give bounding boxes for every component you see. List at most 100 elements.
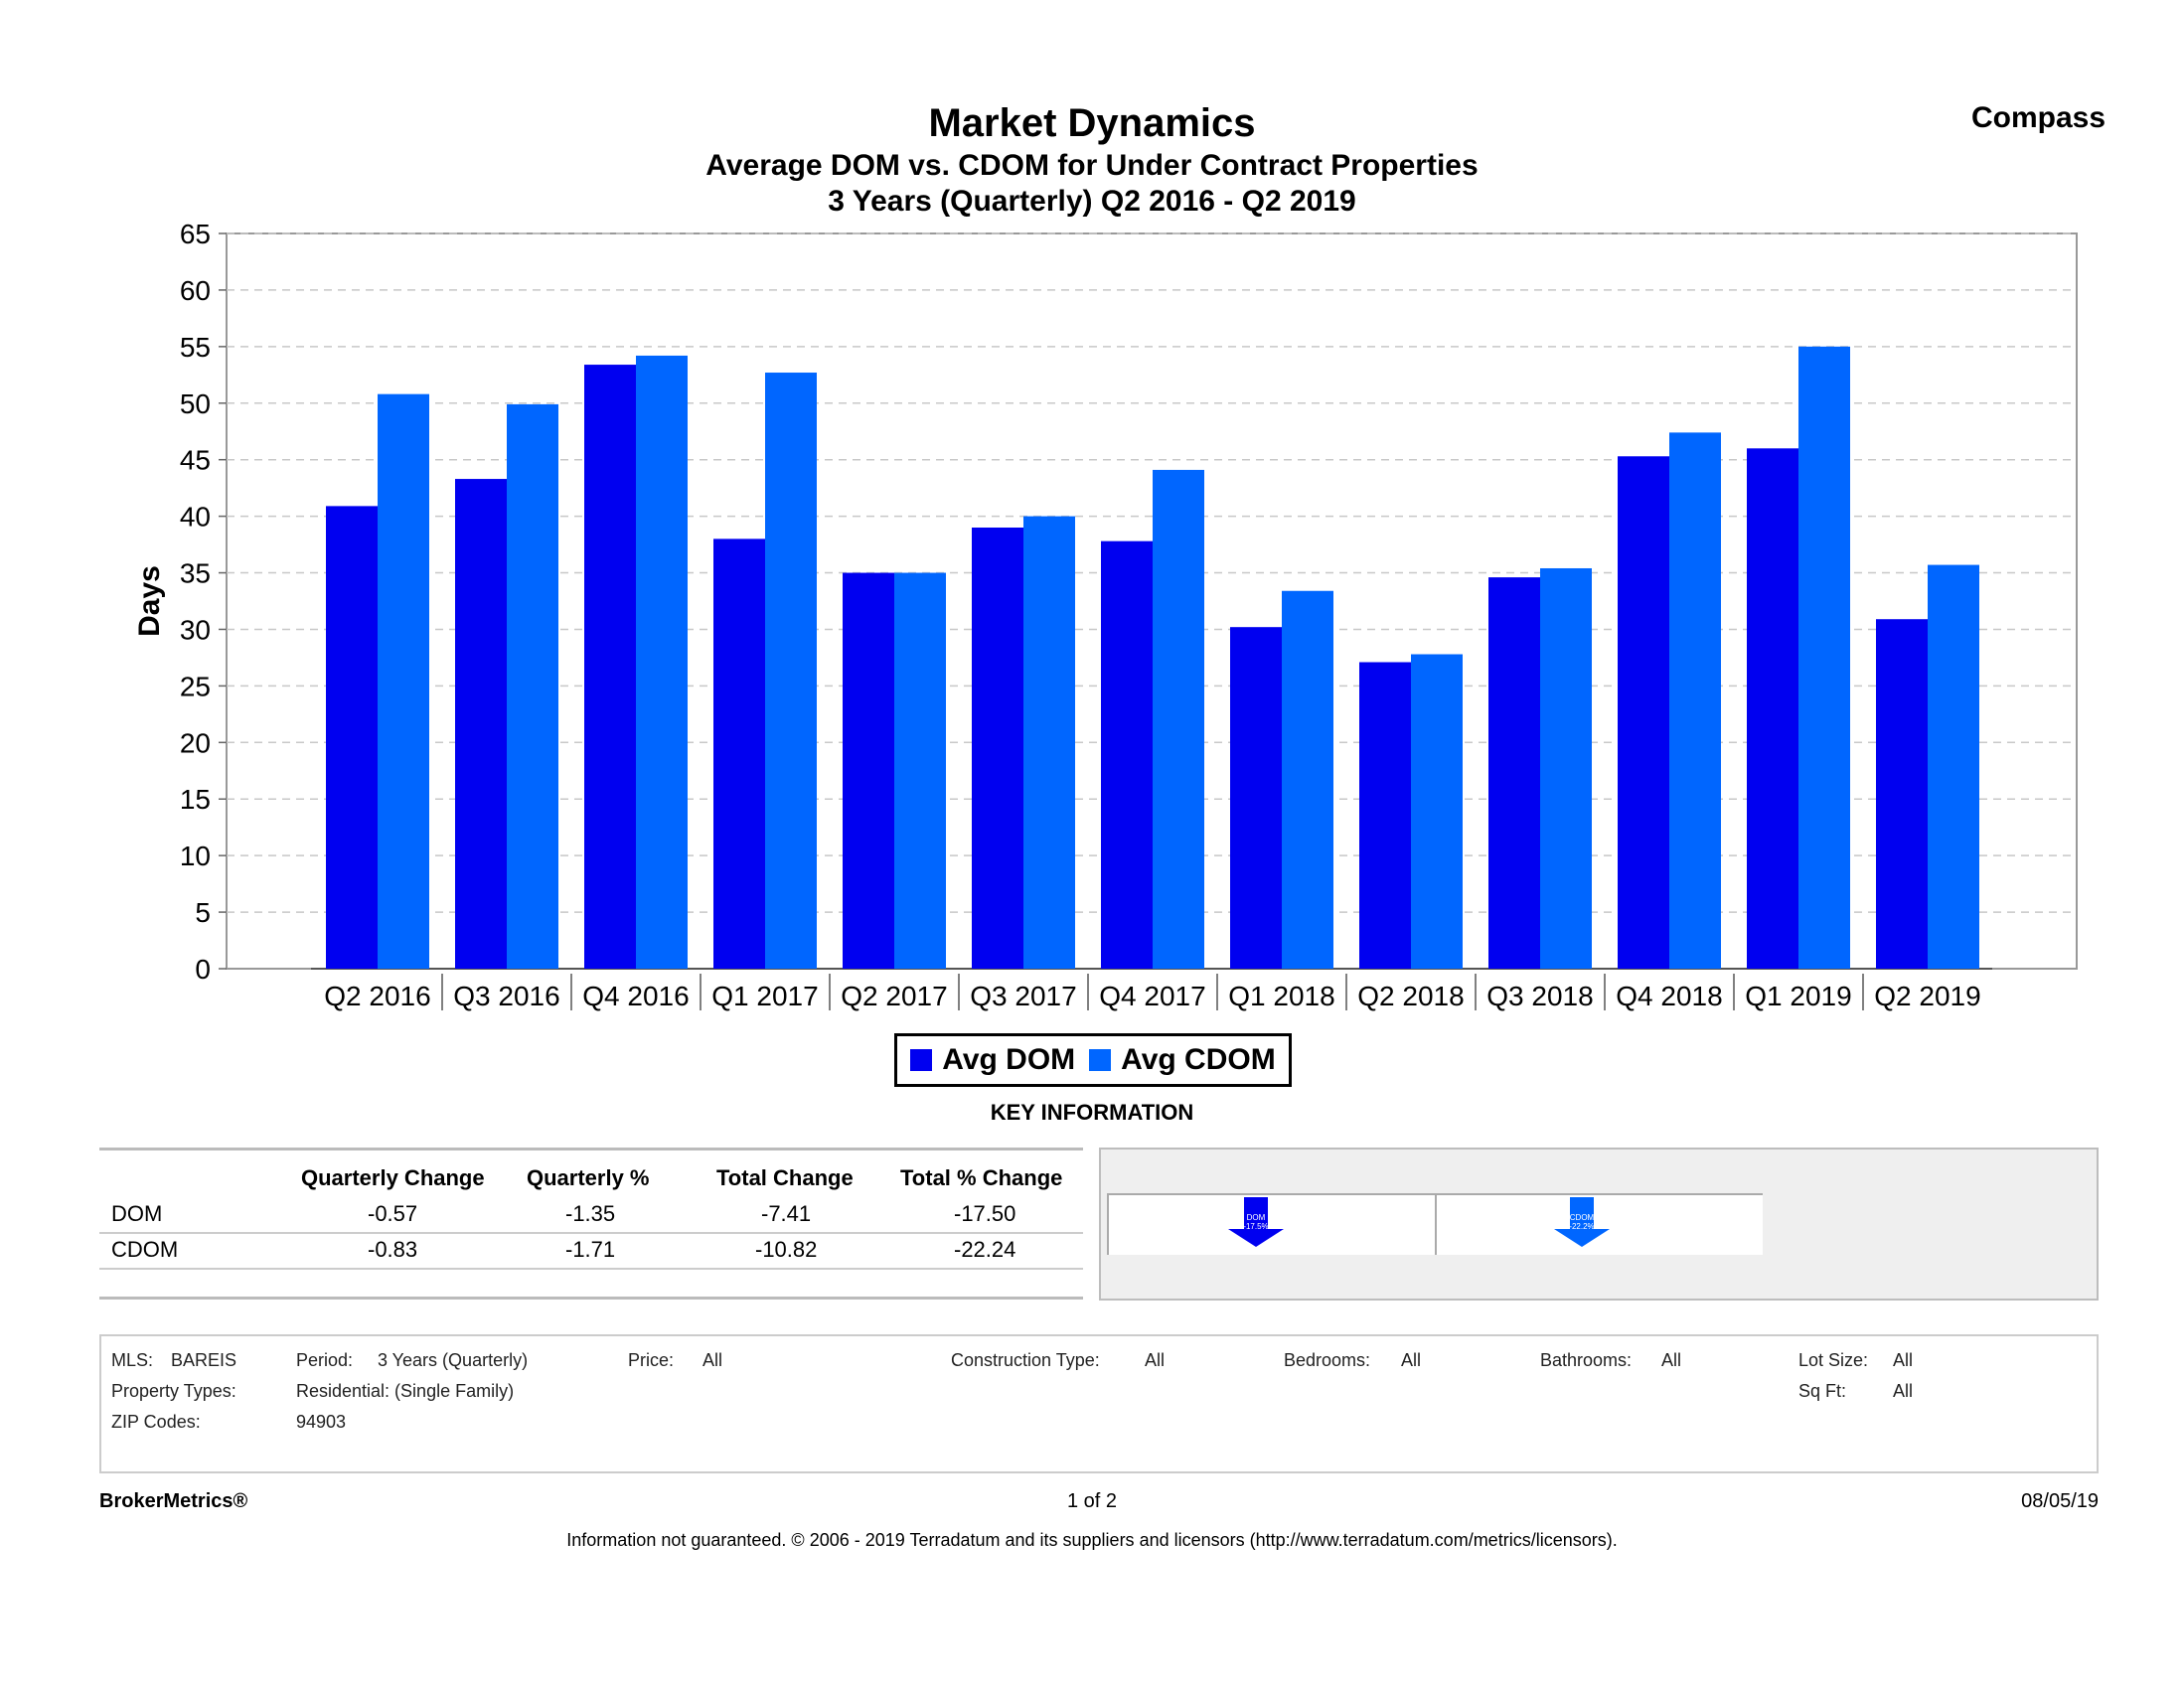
dom-arrow-box: DOM -17.5% [1107, 1193, 1435, 1255]
y-tick-label: 20 [180, 727, 211, 758]
down-arrow-icon [1228, 1197, 1284, 1247]
chart-title: Market Dynamics [928, 101, 1256, 145]
legend-label-dom: Avg DOM [942, 1043, 1076, 1076]
x-tick-label: Q1 2019 [1745, 981, 1851, 1011]
x-tick-label: Q2 2017 [841, 981, 947, 1011]
bar-avg-dom [1747, 448, 1798, 969]
bar-avg-cdom [378, 393, 429, 970]
bar-avg-dom [1618, 456, 1669, 969]
y-tick-label: 30 [180, 614, 211, 645]
y-tick-label: 0 [195, 954, 211, 985]
bar-avg-cdom [636, 355, 688, 969]
report-date: 08/05/19 [2021, 1490, 2099, 1512]
period-label: Period: [296, 1350, 354, 1370]
dom-quarterly-change: -0.57 [368, 1201, 418, 1226]
bar-avg-cdom [1411, 654, 1463, 969]
dom-total-pct-change: -17.50 [954, 1201, 1016, 1226]
y-tick-label: 25 [180, 671, 211, 701]
dom-arrow-label: DOM [1246, 1213, 1266, 1222]
dom-quarterly-pct: -1.35 [565, 1201, 616, 1226]
footer-brand: BrokerMetrics® [99, 1490, 248, 1512]
legend-label-cdom: Avg CDOM [1121, 1043, 1276, 1076]
cdom-quarterly-change: -0.83 [368, 1237, 418, 1262]
bar-avg-dom [455, 479, 507, 969]
price-value: All [702, 1350, 723, 1370]
key-information-heading: KEY INFORMATION [990, 1100, 1194, 1125]
bar-avg-cdom [1282, 590, 1333, 969]
bar-avg-cdom [1153, 469, 1204, 969]
bar-avg-dom [1488, 577, 1540, 969]
bar-avg-dom [584, 365, 636, 969]
lot-size-value: All [1893, 1350, 1914, 1370]
y-tick-label: 45 [180, 445, 211, 476]
page-number: 1 of 2 [1066, 1490, 1118, 1512]
legend-swatch-dom [910, 1049, 933, 1071]
bar-avg-dom [1359, 662, 1411, 969]
cdom-total-pct-change: -22.24 [954, 1237, 1016, 1262]
zip-codes-label: ZIP Codes: [111, 1412, 201, 1432]
mls-label: MLS: [111, 1350, 154, 1370]
bar-avg-cdom [765, 373, 817, 969]
bar-avg-dom [1876, 619, 1928, 969]
bar-avg-cdom [1798, 346, 1850, 969]
y-tick-label: 55 [180, 332, 211, 363]
x-tick-label: Q3 2018 [1486, 981, 1593, 1011]
brand-name: Compass [1970, 101, 2106, 134]
chart-subtitle: Average DOM vs. CDOM for Under Contract … [705, 149, 1479, 182]
cdom-arrow-label: CDOM [1569, 1213, 1595, 1222]
y-tick-label: 40 [180, 502, 211, 533]
y-tick-label: 65 [180, 219, 211, 249]
header-total-change: Total Change [716, 1165, 854, 1190]
y-tick-label: 10 [180, 841, 211, 871]
price-label: Price: [628, 1350, 675, 1370]
x-tick-label: Q1 2018 [1228, 981, 1334, 1011]
dom-arrow-pct: -17.5% [1243, 1222, 1269, 1231]
header-quarterly-pct: Quarterly % [527, 1165, 650, 1190]
cdom-arrow-pct: -22.2% [1569, 1222, 1595, 1231]
bar-avg-dom [843, 572, 894, 969]
cdom-total-change: -10.82 [755, 1237, 818, 1262]
x-tick-label: Q2 2018 [1357, 981, 1464, 1011]
bar-avg-cdom [1669, 432, 1721, 969]
zip-codes-value: 94903 [296, 1412, 347, 1432]
bar-avg-cdom [1540, 567, 1592, 969]
bar-avg-cdom [507, 403, 558, 969]
x-tick-label: Q4 2017 [1099, 981, 1205, 1011]
bar-avg-dom [1230, 627, 1282, 969]
legend-item-cdom: Avg CDOM [1089, 1043, 1276, 1077]
x-tick-label: Q2 2019 [1874, 981, 1980, 1011]
x-tick-label: Q4 2018 [1616, 981, 1722, 1011]
bathrooms-value: All [1661, 1350, 1682, 1370]
change-arrows-panel: DOM -17.5% CDOM -22.2% [1099, 1148, 2099, 1301]
bar-chart: 0 5 10 15 20 25 30 35 40 45 50 55 60 65 Days Q2 2016 Q3 … [133, 219, 2078, 1011]
dom-total-change: -7.41 [761, 1201, 812, 1226]
bathrooms-label: Bathrooms: [1540, 1350, 1633, 1370]
x-tick-label: Q1 2017 [711, 981, 818, 1011]
y-axis-label: Days [133, 565, 166, 637]
x-tick-label: Q4 2016 [582, 981, 689, 1011]
header-quarterly-change: Quarterly Change [301, 1165, 485, 1190]
property-types-label: Property Types: [111, 1381, 236, 1401]
mls-value: BAREIS [171, 1350, 237, 1370]
bar-avg-dom [972, 528, 1023, 969]
x-tick-label: Q3 2016 [453, 981, 559, 1011]
y-tick-label: 15 [180, 784, 211, 815]
y-tick-label: 50 [180, 388, 211, 419]
construction-type-value: All [1145, 1350, 1166, 1370]
legend-item-dom: Avg DOM [910, 1043, 1075, 1077]
cdom-arrow-box: CDOM -22.2% [1435, 1193, 1763, 1255]
sq-ft-label: Sq Ft: [1798, 1381, 1847, 1401]
cdom-quarterly-pct: -1.71 [565, 1237, 616, 1262]
y-tick-label: 5 [195, 897, 211, 928]
bar-avg-cdom [894, 572, 946, 969]
period-value: 3 Years (Quarterly) [378, 1350, 529, 1370]
bar-avg-cdom [1928, 564, 1979, 969]
row-label-cdom: CDOM [111, 1237, 179, 1262]
chart-period: 3 Years (Quarterly) Q2 2016 - Q2 2019 [828, 185, 1356, 218]
chart-legend: Avg DOM Avg CDOM [894, 1033, 1292, 1087]
x-tick-label: Q2 2016 [324, 981, 430, 1011]
x-tick-label: Q3 2017 [970, 981, 1076, 1011]
header-total-pct-change: Total % Change [900, 1165, 1063, 1190]
down-arrow-icon [1554, 1197, 1610, 1247]
bar-avg-dom [326, 506, 378, 969]
